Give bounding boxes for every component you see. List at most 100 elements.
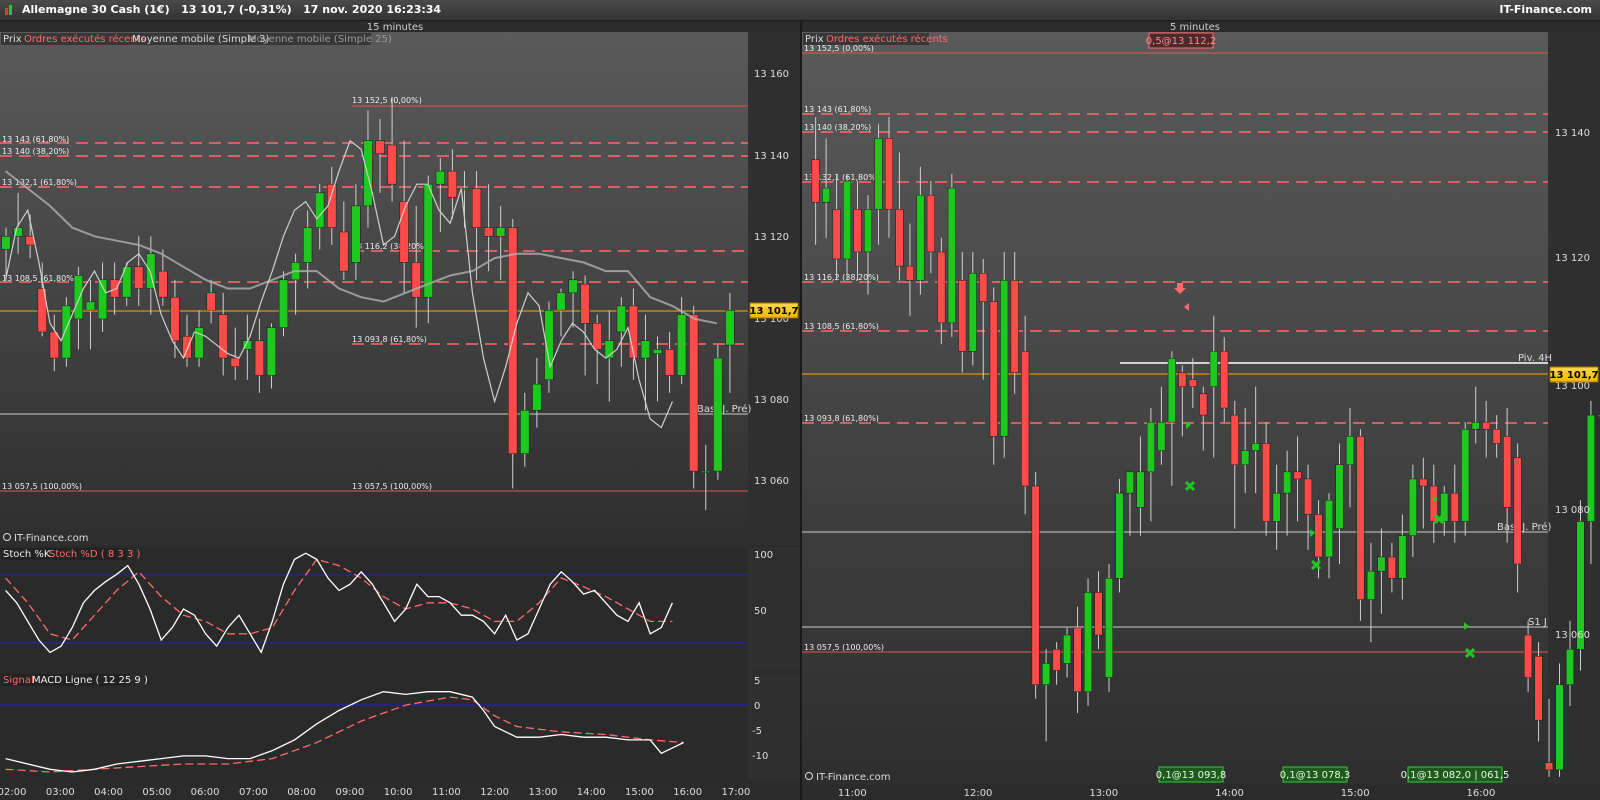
candle-up bbox=[122, 266, 132, 298]
price-tag-bg bbox=[1549, 366, 1599, 383]
macd-line-legend[interactable]: MACD Ligne ( 12 25 9 ) bbox=[32, 675, 148, 686]
x-tick-label: 04:00 bbox=[94, 787, 123, 798]
macd-signal-legend[interactable]: Signal bbox=[3, 675, 34, 686]
x-tick-label: 13:00 bbox=[528, 787, 557, 798]
left-ma25-line bbox=[4, 170, 718, 325]
candle-down bbox=[1021, 350, 1030, 487]
order-box[interactable] bbox=[1282, 766, 1348, 783]
sell-triangle-icon bbox=[1184, 303, 1189, 311]
x-tick-label: 06:00 bbox=[191, 787, 220, 798]
left-timeframe: 15 minutes bbox=[367, 22, 423, 33]
right-order-boxes[interactable]: 0,1@13 093,8 0,1@13 078,3 0,1@13 082,0 |… bbox=[1156, 766, 1510, 783]
right-top-order[interactable]: 0,5@13 112,2 bbox=[1146, 32, 1216, 49]
legend-orders[interactable]: Ordres exécutés récents bbox=[826, 33, 948, 45]
macd-signal-line bbox=[5, 696, 684, 773]
legend-prix[interactable]: Prix bbox=[805, 34, 824, 45]
candle-down bbox=[182, 336, 192, 359]
y-tick-label: 13 080 bbox=[1555, 505, 1590, 516]
candle-down bbox=[1524, 634, 1533, 678]
candle-down bbox=[1031, 485, 1040, 685]
candle-up bbox=[1283, 471, 1292, 494]
legend-orders[interactable]: Ordres exécutés récents bbox=[24, 33, 146, 45]
left-ma3-line bbox=[5, 139, 673, 429]
x-tick-label: 14:00 bbox=[577, 787, 606, 798]
y-tick-label: 13 140 bbox=[1555, 128, 1590, 139]
x-tick-label: 07:00 bbox=[239, 787, 268, 798]
candle-up bbox=[496, 227, 506, 237]
right-time-axis: 11:00 12:00 13:00 14:00 15:00 16:00 bbox=[838, 788, 1495, 799]
buy-triangle-icon bbox=[1310, 529, 1315, 537]
candle-up bbox=[1125, 471, 1134, 494]
left-macd-panel bbox=[0, 673, 748, 780]
order-box[interactable] bbox=[1158, 766, 1224, 783]
y-tick-label: 13 100 bbox=[1555, 381, 1590, 392]
x-tick-label: 15:00 bbox=[1341, 788, 1370, 799]
x-tick-label: 12:00 bbox=[964, 788, 993, 799]
candle-up bbox=[822, 187, 831, 203]
candle-up bbox=[1398, 535, 1407, 579]
candle-up bbox=[73, 275, 84, 320]
candle-up bbox=[1377, 556, 1386, 572]
fib-label: 13 057,5 (100,00%) bbox=[2, 482, 82, 491]
stoch-k-legend[interactable]: Stoch %K bbox=[3, 549, 51, 560]
right-watermark: IT-Finance.com bbox=[805, 772, 891, 783]
candle-up bbox=[1157, 421, 1166, 451]
candle-down bbox=[170, 296, 180, 341]
candle-up bbox=[13, 227, 23, 237]
chart-icon bbox=[5, 5, 12, 15]
legend-ma3[interactable]: Moyenne mobile (Simple 3) bbox=[132, 34, 270, 45]
candle-up bbox=[1209, 350, 1218, 387]
fib-label: 13 093,8 (61,80%) bbox=[352, 335, 427, 344]
candle-down bbox=[1230, 414, 1239, 466]
candle-down bbox=[206, 292, 216, 311]
candle-down bbox=[1545, 762, 1554, 771]
brand-label[interactable]: IT-Finance.com bbox=[1499, 3, 1592, 16]
y-tick-label: 13 060 bbox=[754, 476, 789, 487]
candle-down bbox=[447, 170, 458, 198]
y-tick-label: 13 160 bbox=[754, 69, 789, 80]
stoch-y-tick: 50 bbox=[754, 606, 767, 617]
candle-up bbox=[266, 327, 277, 376]
fib-label: 13 108,5 (61,80%) bbox=[804, 322, 879, 331]
title-bar: Allemagne 30 Cash (1€) 13 101,7 (-0,31%)… bbox=[0, 0, 1600, 21]
stoch-d-legend[interactable]: Stoch %D ( 8 3 3 ) bbox=[49, 549, 140, 560]
candle-up bbox=[1000, 280, 1009, 437]
x-tick-label: 08:00 bbox=[287, 787, 316, 798]
x-tick-label: 17:00 bbox=[722, 787, 751, 798]
fib-label: 13 140 (38,20%) bbox=[2, 147, 69, 156]
left-y-axis: 13 160 13 140 13 120 13 100 13 080 13 06… bbox=[754, 69, 789, 487]
candle-up bbox=[459, 188, 470, 191]
legend-prix[interactable]: Prix bbox=[3, 34, 22, 45]
price-tag-text: 13 101,7 bbox=[749, 306, 798, 317]
right-y-axis: 13 140 13 120 13 100 13 080 13 060 bbox=[1555, 128, 1590, 641]
candle-down bbox=[1188, 379, 1197, 387]
candle-up bbox=[725, 309, 735, 346]
candle-down bbox=[1262, 443, 1271, 522]
buy-triangle-icon bbox=[1464, 622, 1469, 630]
x-tick-label: 10:00 bbox=[384, 787, 413, 798]
macd-y-tick: 5 bbox=[754, 676, 760, 687]
candle-up bbox=[916, 194, 925, 281]
order-label: 0,1@13 082,0 | 061,5 bbox=[1401, 770, 1510, 781]
legend-ma25[interactable]: Moyenne mobile (Simple 25) bbox=[248, 34, 392, 45]
candle-down bbox=[853, 209, 862, 253]
buy-cross-icon bbox=[1464, 647, 1476, 659]
candle-down bbox=[387, 144, 397, 185]
x-tick-label: 05:00 bbox=[142, 787, 171, 798]
candle-down bbox=[905, 265, 914, 281]
candle-up bbox=[194, 327, 204, 359]
sell-arrow-icon bbox=[1174, 283, 1186, 294]
macd-y-tick: -10 bbox=[752, 751, 768, 762]
price-tag-bg bbox=[749, 302, 799, 319]
macd-y-tick: 0 bbox=[754, 701, 760, 712]
order-box[interactable] bbox=[1407, 766, 1503, 783]
candle-up bbox=[1104, 578, 1114, 678]
order-label: 0,1@13 093,8 bbox=[1156, 770, 1226, 781]
candle-down bbox=[1534, 656, 1543, 721]
candle-down bbox=[989, 301, 998, 437]
x-tick-label: 12:00 bbox=[480, 787, 509, 798]
order-label: 0,5@13 112,2 bbox=[1146, 36, 1216, 47]
charts-area: 15 minutes Prix Ordres exécutés récents … bbox=[0, 20, 1600, 800]
legend-bg bbox=[803, 33, 929, 45]
left-price-axis bbox=[748, 32, 800, 545]
